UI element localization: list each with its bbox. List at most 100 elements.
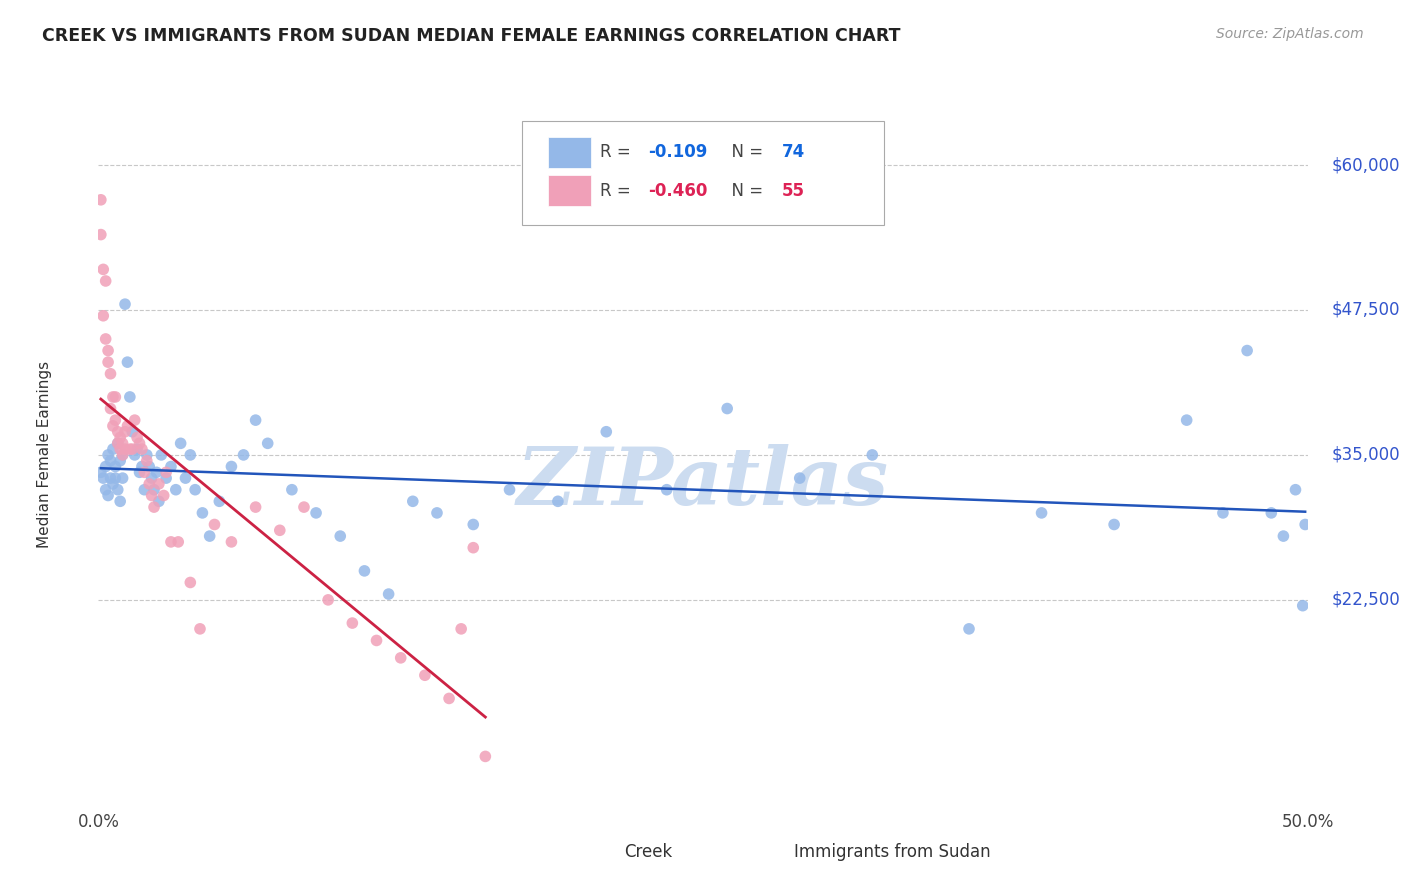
- Point: [167, 534, 190, 549]
- Point: [463, 517, 485, 532]
- Point: [121, 425, 143, 439]
- Point: [94, 483, 117, 497]
- Point: [402, 494, 425, 508]
- Point: [155, 471, 177, 485]
- Point: [141, 471, 163, 485]
- Point: [94, 332, 117, 346]
- Point: [1102, 517, 1125, 532]
- Point: [131, 442, 153, 456]
- Point: [91, 309, 114, 323]
- Text: R =: R =: [600, 144, 637, 161]
- Point: [101, 390, 124, 404]
- Point: [128, 436, 150, 450]
- Point: [90, 466, 112, 480]
- Point: [111, 471, 134, 485]
- Point: [1212, 506, 1234, 520]
- Point: [184, 483, 207, 497]
- Bar: [548, 137, 591, 168]
- Point: [108, 442, 131, 456]
- Text: -0.460: -0.460: [648, 182, 709, 200]
- Point: [108, 453, 131, 467]
- Point: [135, 448, 157, 462]
- Point: [148, 494, 170, 508]
- Point: [413, 668, 436, 682]
- Point: [191, 506, 214, 520]
- Point: [145, 466, 167, 480]
- Point: [208, 494, 231, 508]
- Point: [366, 633, 388, 648]
- Point: [114, 442, 136, 456]
- Point: [124, 413, 146, 427]
- Point: [498, 483, 520, 497]
- Point: [232, 448, 254, 462]
- Point: [426, 506, 449, 520]
- Point: [90, 193, 112, 207]
- Point: [221, 459, 243, 474]
- Point: [118, 390, 141, 404]
- Point: [655, 483, 678, 497]
- Point: [463, 541, 485, 555]
- Point: [97, 343, 120, 358]
- Point: [131, 459, 153, 474]
- Point: [437, 691, 460, 706]
- Point: [256, 436, 278, 450]
- Point: [101, 418, 124, 433]
- Point: [104, 471, 127, 485]
- Point: [789, 471, 811, 485]
- Point: [128, 466, 150, 480]
- Point: [155, 466, 177, 480]
- Point: [281, 483, 304, 497]
- Point: [342, 615, 364, 630]
- Point: [143, 500, 166, 514]
- Point: [108, 494, 131, 508]
- Text: $60,000: $60,000: [1331, 156, 1400, 174]
- Text: $35,000: $35,000: [1331, 446, 1400, 464]
- Point: [148, 476, 170, 491]
- Point: [121, 442, 143, 456]
- Point: [389, 651, 412, 665]
- Point: [104, 390, 127, 404]
- Point: [117, 418, 139, 433]
- Point: [152, 489, 174, 503]
- Point: [111, 448, 134, 462]
- Text: CREEK VS IMMIGRANTS FROM SUDAN MEDIAN FEMALE EARNINGS CORRELATION CHART: CREEK VS IMMIGRANTS FROM SUDAN MEDIAN FE…: [42, 27, 901, 45]
- Text: Median Female Earnings: Median Female Earnings: [37, 361, 52, 549]
- Point: [716, 401, 738, 416]
- Text: $47,500: $47,500: [1331, 301, 1400, 319]
- Point: [377, 587, 399, 601]
- Point: [198, 529, 221, 543]
- Point: [114, 425, 136, 439]
- Text: 74: 74: [782, 144, 804, 161]
- Point: [305, 506, 328, 520]
- Point: [100, 401, 122, 416]
- Point: [94, 274, 117, 288]
- Point: [138, 476, 160, 491]
- Point: [90, 227, 112, 242]
- Point: [135, 453, 157, 467]
- Point: [1031, 506, 1053, 520]
- Text: 55: 55: [782, 182, 804, 200]
- Point: [107, 436, 129, 450]
- Point: [860, 448, 883, 462]
- Point: [165, 483, 187, 497]
- Point: [138, 459, 160, 474]
- Point: [141, 489, 163, 503]
- Point: [150, 448, 173, 462]
- Point: [111, 436, 134, 450]
- Point: [114, 297, 136, 311]
- Point: [104, 413, 127, 427]
- Text: ZIPatlas: ZIPatlas: [517, 444, 889, 522]
- Point: [117, 355, 139, 369]
- Point: [179, 448, 201, 462]
- Text: R =: R =: [600, 182, 637, 200]
- Point: [329, 529, 352, 543]
- Point: [221, 534, 243, 549]
- Point: [1292, 599, 1315, 613]
- Point: [101, 442, 124, 456]
- Point: [100, 367, 122, 381]
- Point: [1272, 529, 1295, 543]
- Point: [547, 494, 569, 508]
- Point: [160, 459, 183, 474]
- Point: [91, 262, 114, 277]
- Text: N =: N =: [721, 144, 769, 161]
